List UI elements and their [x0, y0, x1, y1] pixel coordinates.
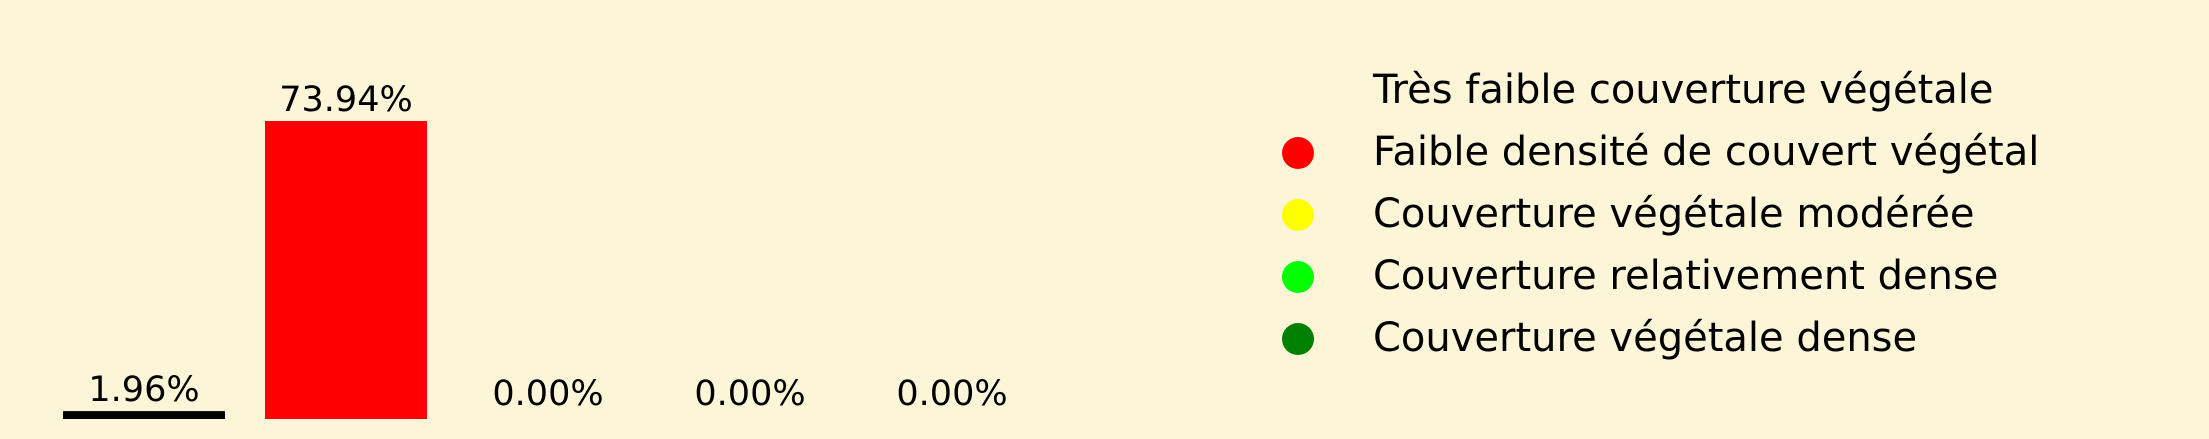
legend-marker-5: [1282, 323, 1314, 355]
bars-group: [63, 121, 427, 419]
legend-label-2: Faible densité de couvert végétal: [1373, 129, 2039, 175]
bar-1: [63, 411, 225, 419]
value-label-5: 0.00%: [896, 374, 1007, 414]
value-label-4: 0.00%: [694, 374, 805, 414]
value-label-3: 0.00%: [492, 374, 603, 414]
legend-label-1: Très faible couverture végétale: [1372, 67, 1994, 113]
legend: Très faible couverture végétale Faible de…: [1282, 67, 2039, 361]
value-label-2: 73.94%: [279, 80, 412, 120]
legend-marker-4: [1282, 261, 1314, 293]
legend-marker-3: [1282, 199, 1314, 231]
legend-label-5: Couverture végétale dense: [1373, 315, 1917, 361]
value-label-1: 1.96%: [88, 370, 199, 410]
legend-marker-2: [1282, 137, 1314, 169]
value-labels-group: 1.96% 73.94% 0.00% 0.00% 0.00%: [88, 80, 1007, 414]
bar-2: [265, 121, 427, 419]
legend-label-4: Couverture relativement dense: [1373, 253, 1998, 299]
legend-label-3: Couverture végétale modérée: [1373, 191, 1975, 237]
